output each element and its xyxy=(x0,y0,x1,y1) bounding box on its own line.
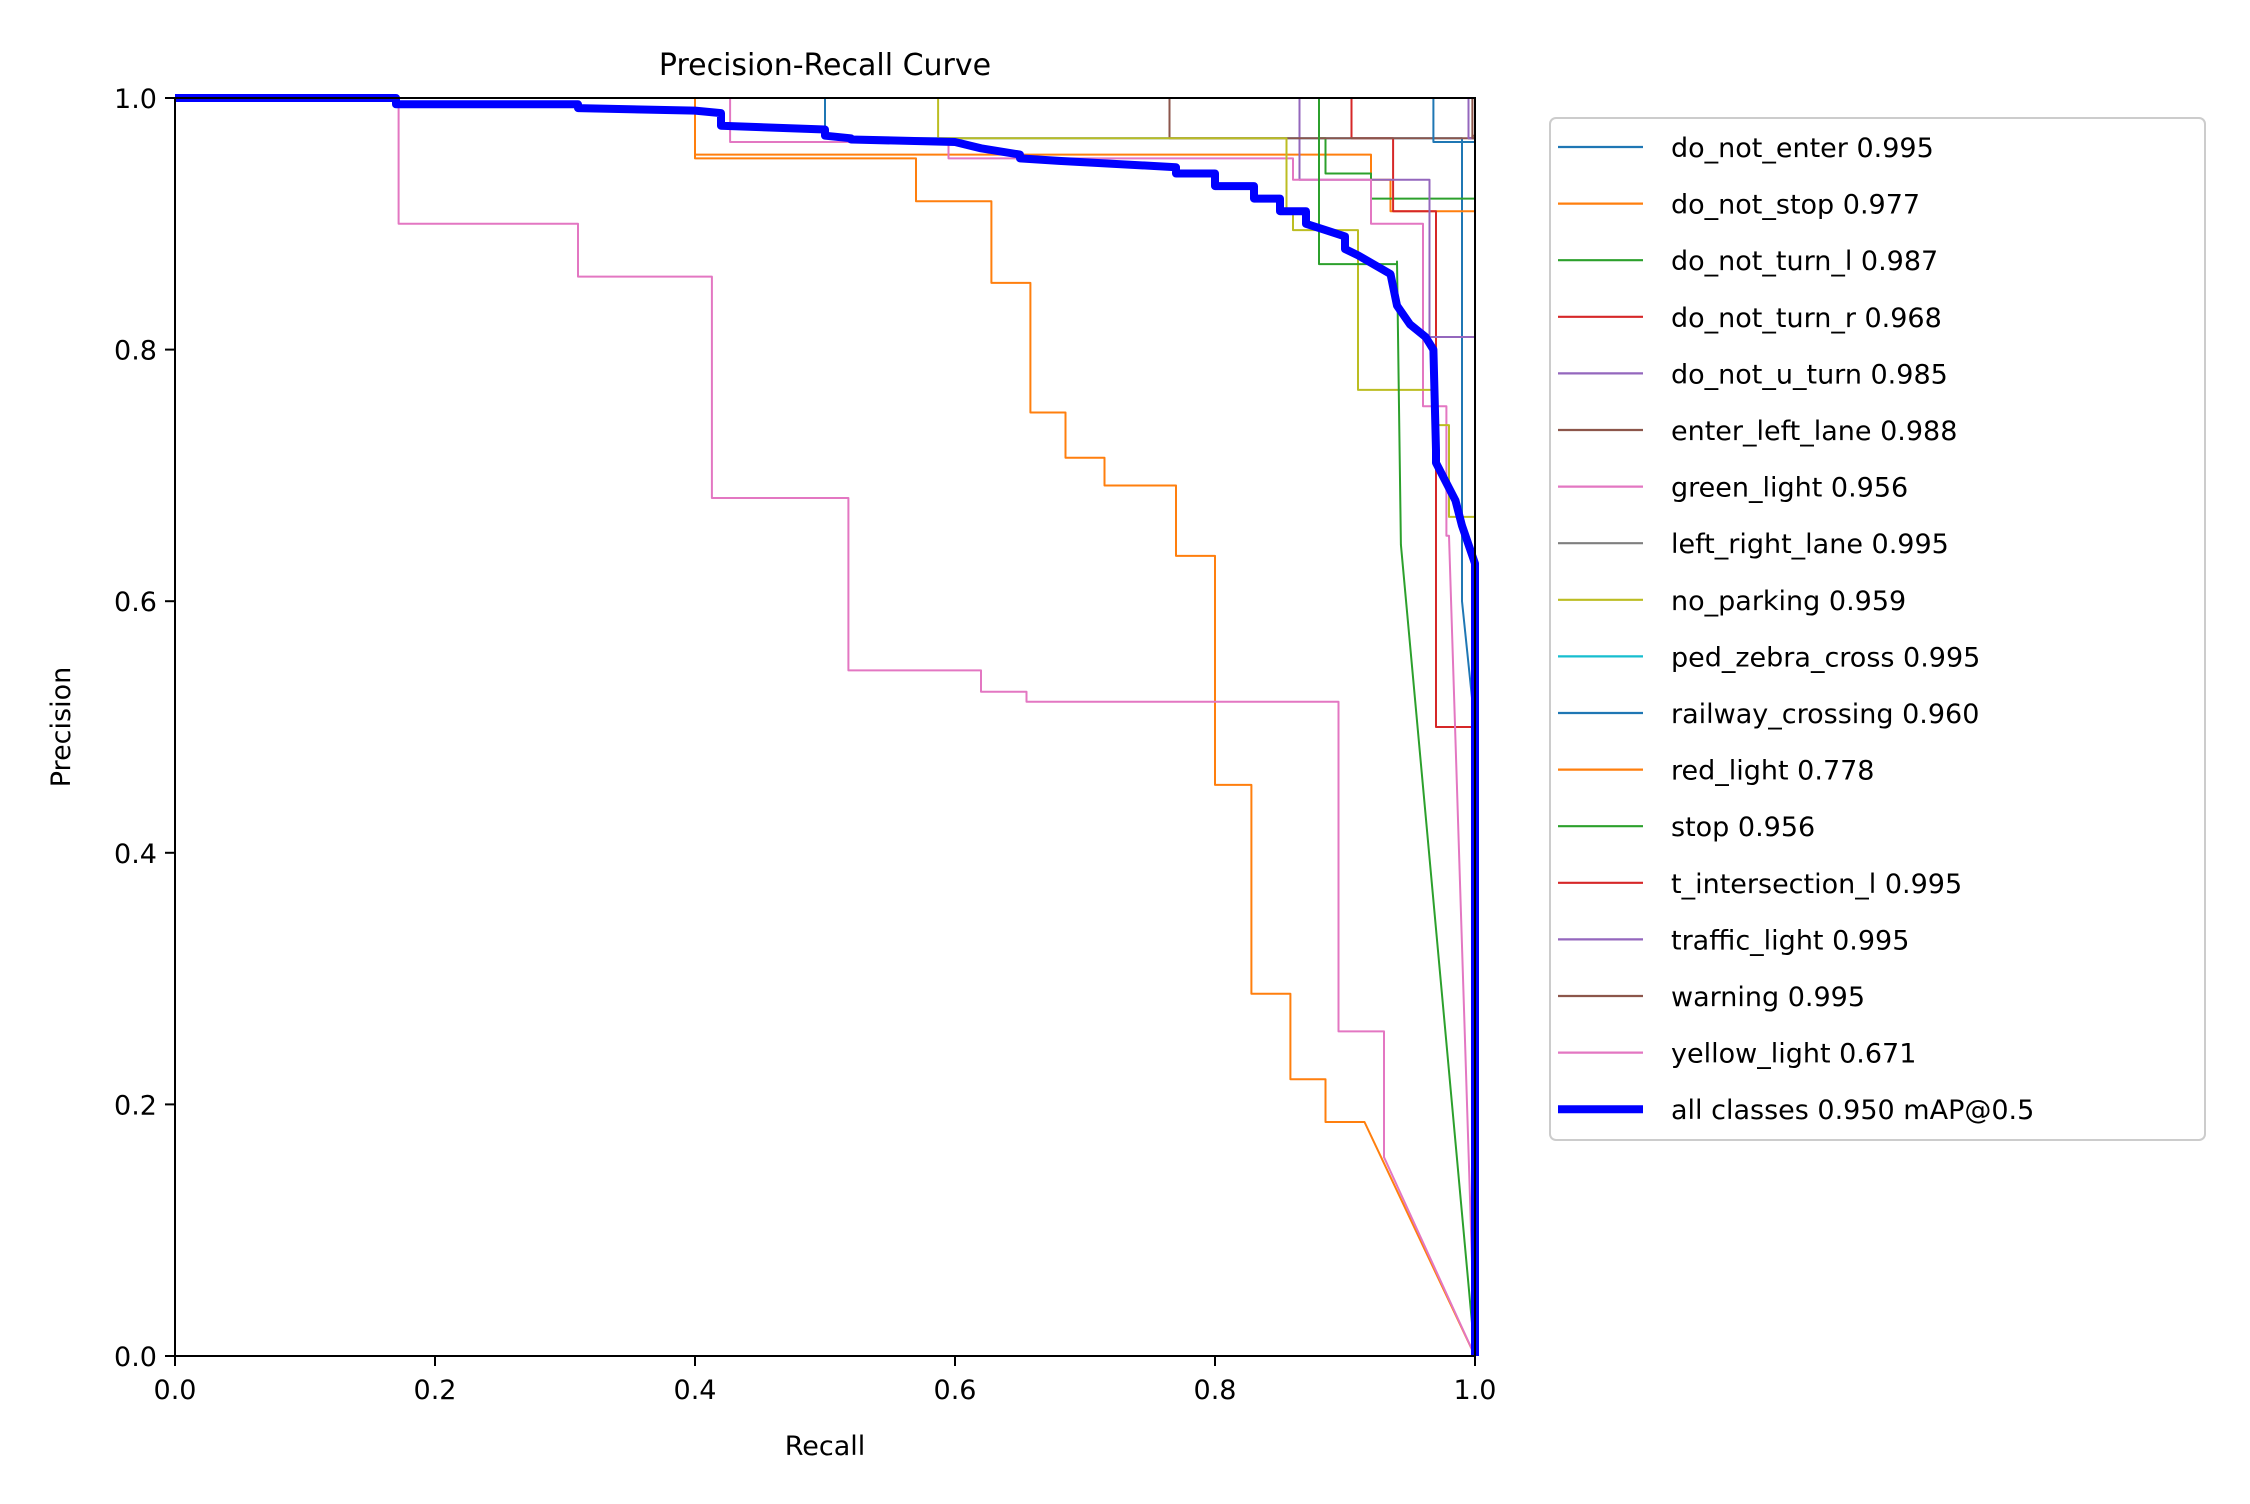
legend-label: enter_left_lane 0.988 xyxy=(1671,416,1957,447)
legend-label: red_light 0.778 xyxy=(1671,756,1874,787)
legend-label: do_not_u_turn 0.985 xyxy=(1671,359,1948,390)
legend-box xyxy=(1549,117,2206,1141)
y-tick-label: 0.8 xyxy=(114,336,157,367)
x-tick-label: 0.2 xyxy=(414,1375,457,1406)
x-tick-label: 0.8 xyxy=(1194,1375,1237,1406)
series-line-6 xyxy=(175,97,1476,1357)
x-tick-label: 1.0 xyxy=(1454,1375,1497,1406)
legend-label: do_not_stop 0.977 xyxy=(1671,190,1920,221)
legend: do_not_enter 0.995 do_not_stop 0.977 do_no… xyxy=(1549,117,2206,1141)
legend-label: no_parking 0.959 xyxy=(1671,586,1906,617)
legend-label: t_intersection_l 0.995 xyxy=(1671,869,1962,900)
legend-label: do_not_turn_l 0.987 xyxy=(1671,246,1938,277)
legend-label: do_not_turn_r 0.968 xyxy=(1671,303,1942,334)
legend-label: left_right_lane 0.995 xyxy=(1671,529,1949,560)
y-tick-label: 1.0 xyxy=(114,84,157,115)
legend-label: all classes 0.950 mAP@0.5 xyxy=(1671,1095,2034,1126)
y-tick-label: 0.0 xyxy=(114,1342,157,1373)
legend-label: traffic_light 0.995 xyxy=(1671,925,1909,956)
x-axis-ticks: 0.0 0.2 0.4 0.6 0.8 1.0 xyxy=(154,1356,1497,1406)
series-line-17 xyxy=(175,94,1479,1356)
series-line-3 xyxy=(175,97,1476,1356)
y-axis-label: Precision xyxy=(46,667,77,787)
y-tick-label: 0.4 xyxy=(114,839,157,870)
legend-label: stop 0.956 xyxy=(1671,812,1815,843)
legend-label: railway_crossing 0.960 xyxy=(1671,699,1979,730)
x-tick-label: 0.4 xyxy=(674,1375,717,1406)
y-axis-ticks: 0.0 0.2 0.4 0.6 0.8 1.0 xyxy=(114,84,175,1373)
x-tick-label: 0.0 xyxy=(154,1375,197,1406)
legend-label: green_light 0.956 xyxy=(1671,473,1908,504)
legend-label: warning 0.995 xyxy=(1671,982,1865,1013)
legend-label: ped_zebra_cross 0.995 xyxy=(1671,642,1980,673)
series-line-11 xyxy=(175,97,1476,1357)
chart-title: Precision-Recall Curve xyxy=(659,48,991,83)
x-axis-label: Recall xyxy=(785,1431,866,1462)
legend-label: do_not_enter 0.995 xyxy=(1671,133,1934,164)
x-tick-label: 0.6 xyxy=(934,1375,977,1406)
y-tick-label: 0.2 xyxy=(114,1090,157,1121)
y-tick-label: 0.6 xyxy=(114,587,157,618)
plot-frame xyxy=(174,97,1476,1357)
series-line-16 xyxy=(175,97,1476,1357)
legend-label: yellow_light 0.671 xyxy=(1671,1039,1916,1070)
